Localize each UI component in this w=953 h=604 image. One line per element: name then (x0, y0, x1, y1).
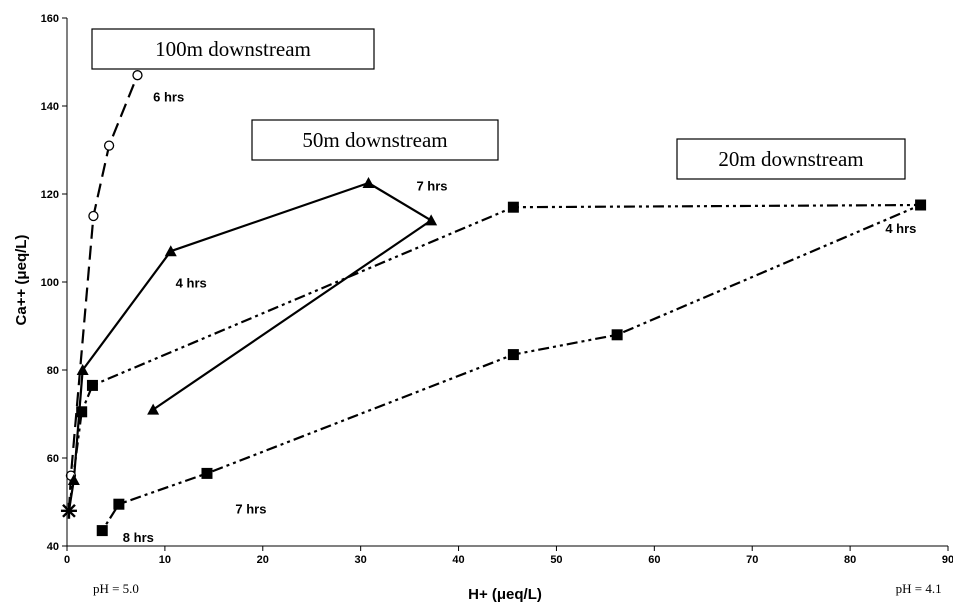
x-tick-label: 50 (550, 554, 562, 566)
data-point-square (611, 329, 623, 341)
data-point-triangle (164, 245, 177, 257)
x-tick-label: 80 (844, 554, 856, 566)
data-point-square (201, 467, 213, 479)
ph-label: pH = 4.1 (896, 581, 942, 596)
x-tick-label: 20 (257, 554, 269, 566)
time-annotation: 4 hrs (176, 275, 207, 290)
x-tick-label: 60 (648, 554, 660, 566)
data-point-circle (103, 140, 115, 151)
data-point-square (76, 406, 88, 418)
series-label-text: 20m downstream (718, 147, 863, 171)
x-tick-label: 30 (355, 554, 367, 566)
data-point-square (507, 201, 519, 213)
y-tick-label: 120 (41, 189, 59, 201)
time-annotation: 8 hrs (123, 530, 154, 545)
plot-markers (60, 70, 927, 537)
ph-label: pH = 5.0 (93, 581, 139, 596)
y-tick-label: 40 (47, 541, 59, 553)
time-annotation: 7 hrs (416, 178, 447, 193)
data-point-square (96, 525, 108, 537)
x-tick-label: 10 (159, 554, 171, 566)
time-annotation: 7 hrs (235, 501, 266, 516)
x-tick-label: 40 (452, 554, 464, 566)
series-label-text: 100m downstream (155, 37, 311, 61)
data-point-square (113, 498, 125, 510)
x-axis-title: H+ (μeq/L) (468, 586, 542, 603)
data-point-circle (132, 70, 143, 81)
data-point-triangle (362, 177, 375, 188)
data-point-square (507, 349, 519, 361)
series-label-boxes: 100m downstream 50m downstream 20m downstr… (91, 28, 906, 180)
data-point-square (915, 199, 927, 211)
data-point-circle (88, 210, 99, 222)
data-point-triangle (147, 403, 160, 415)
series-label-text: 50m downstream (302, 128, 447, 152)
tick-labels: 0 10 20 30 40 50 60 70 80 90 40 60 80 100 120 140 160 pH … (41, 13, 953, 596)
y-tick-label: 100 (41, 277, 59, 289)
time-annotation: 4 hrs (885, 221, 916, 236)
data-point-square (86, 379, 98, 391)
series-label-box (251, 119, 499, 161)
x-tick-label: 70 (746, 554, 758, 566)
series-line-square (67, 203, 922, 532)
series-label-box (676, 138, 906, 180)
start-point-asterisk (60, 502, 77, 519)
data-point-triangle (425, 214, 438, 226)
x-tick-label: 0 (64, 554, 70, 566)
axes (62, 17, 949, 551)
series-label-box (91, 28, 375, 70)
y-tick-label: 60 (47, 453, 59, 465)
data-point-triangle (67, 474, 80, 485)
annotations: 6 hrs 7 hrs 4 hrs 4 hrs 7 hrs 8 hrs (123, 90, 917, 545)
y-axis-title: Ca++ (μeq/L) (13, 235, 30, 326)
x-tick-label: 90 (942, 554, 953, 566)
y-tick-label: 160 (41, 13, 59, 25)
time-annotation: 6 hrs (153, 90, 184, 105)
data-point-triangle (76, 364, 89, 375)
y-tick-label: 80 (47, 365, 59, 377)
y-tick-label: 140 (41, 101, 59, 113)
